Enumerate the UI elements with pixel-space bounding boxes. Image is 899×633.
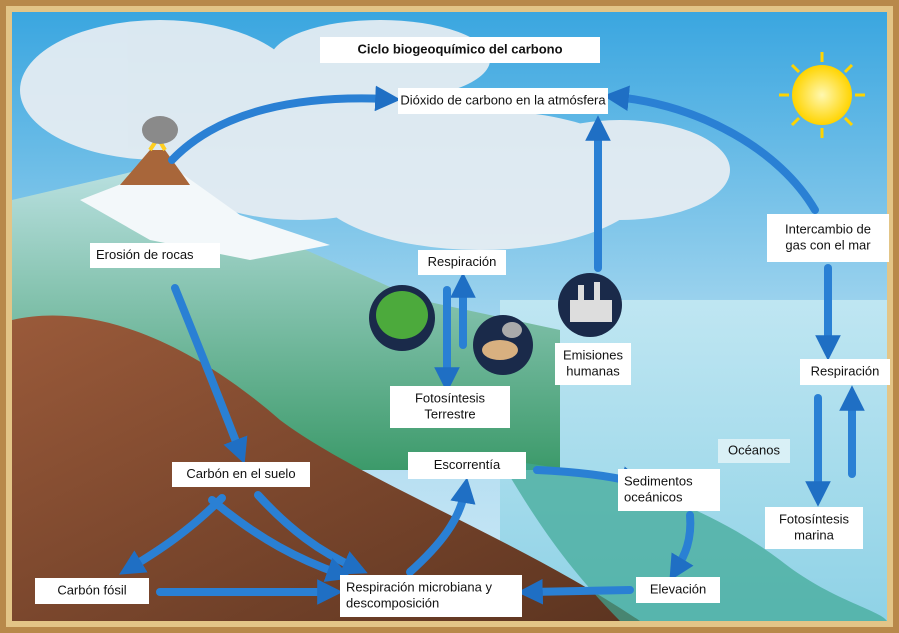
label-text: Respiración [811,363,880,378]
label: Carbón fósil [35,578,149,604]
arrow [168,85,401,164]
arrow [517,578,634,605]
arrow [119,494,226,575]
label-text: Escorrentía [434,457,501,472]
label-box [172,462,310,487]
label-text: Respiración microbiana y [346,579,492,594]
label-text: humanas [566,363,620,378]
label-text: marina [794,527,835,542]
label-box [800,359,890,385]
label: Erosión de rocas [90,243,220,268]
arrows [119,85,865,605]
label-text: Carbón en el suelo [186,466,295,481]
label-text: Respiración [428,254,497,269]
label-text: Terrestre [424,406,475,421]
arrow [603,85,819,214]
label-box [408,452,526,479]
label-box [398,88,608,114]
label-box [718,439,790,463]
arrow [208,496,353,582]
label-text: Elevación [650,581,706,596]
label: Escorrentía [408,452,526,479]
label-text: descomposición [346,595,439,610]
label-text: Intercambio de [785,221,871,236]
arrow [406,477,476,576]
label-box [767,214,889,262]
label-text: Fotosíntesis [779,511,850,526]
label-box [390,386,510,428]
label-box [555,343,631,385]
label-box [35,578,149,604]
label-text: Dióxido de carbono en la atmósfera [400,92,606,107]
label-box [636,577,720,603]
title: Ciclo biogeoquímico del carbono [357,41,562,56]
label: Océanos [718,439,790,463]
label: Respiración [800,359,890,385]
label: Carbón en el suelo [172,462,310,487]
label-box [90,243,220,268]
label-box [765,507,863,549]
label-box [618,469,720,511]
label-text: Océanos [728,442,781,457]
label-text: Emisiones [563,347,623,362]
label-text: oceánicos [624,489,683,504]
label-box [418,250,506,275]
label-text: Erosión de rocas [96,247,194,262]
title-box [320,37,600,63]
arrow [669,511,695,581]
label: Elevación [636,577,720,603]
label-text: Sedimentos [624,473,693,488]
icons [369,273,622,375]
label: Dióxido de carbono en la atmósfera [398,88,608,114]
arrow [171,284,248,464]
labels: Ciclo biogeoquímico del carbono Dióxido d… [35,37,890,617]
label-text: Carbón fósil [57,582,126,597]
label-text: gas con el mar [785,237,871,252]
label-box [340,575,522,617]
label-text: Fotosíntesis [415,390,486,405]
label: Respiración [418,250,506,275]
